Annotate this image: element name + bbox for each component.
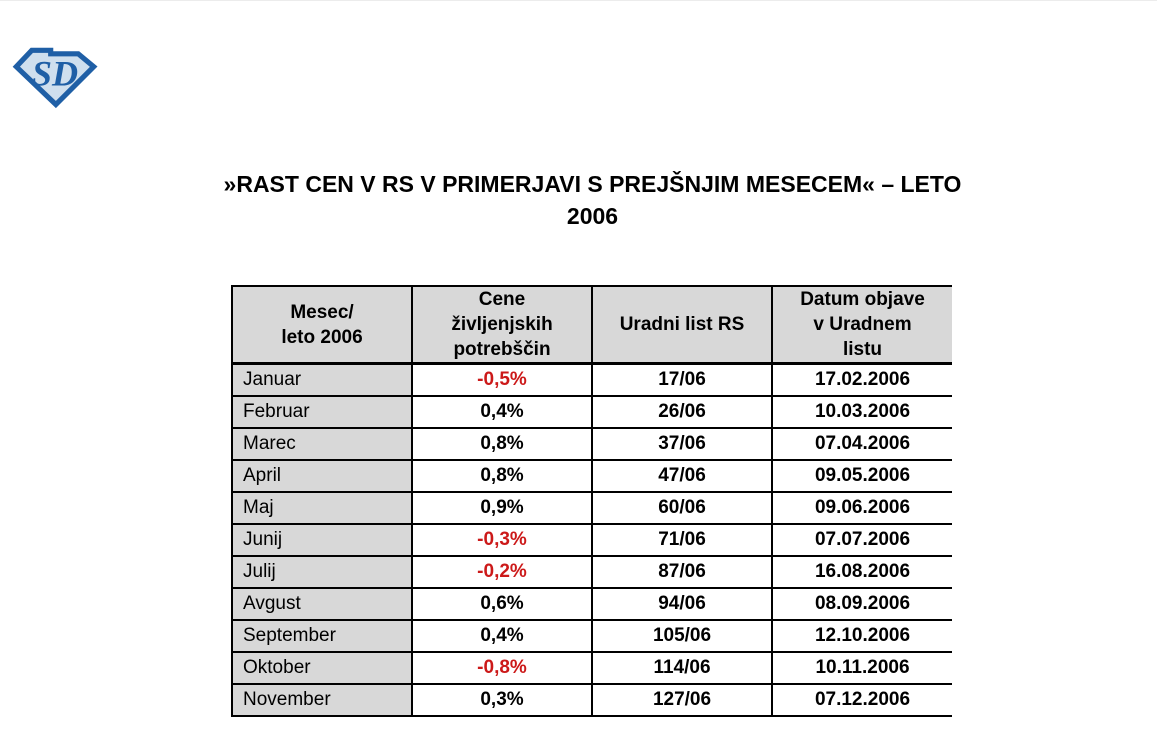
gazette-cell: 87/06 xyxy=(592,555,773,589)
date-cell: 10.03.2006 xyxy=(772,395,952,429)
page-title-line2: 2006 xyxy=(566,203,619,229)
price-cell: 0,8% xyxy=(412,427,593,461)
gazette-cell: 94/06 xyxy=(592,587,773,621)
date-cell: 07.07.2006 xyxy=(772,523,952,557)
price-cell: 0,9% xyxy=(412,491,593,525)
date-cell: 09.05.2006 xyxy=(772,459,952,493)
table-row: Oktober -0,8% 114/06 10.11.2006 xyxy=(232,651,952,685)
month-cell: Maj xyxy=(232,491,413,525)
price-cell: -0,3% xyxy=(412,523,593,557)
month-cell: Avgust xyxy=(232,587,413,621)
price-cell: 0,4% xyxy=(412,395,593,429)
table-body: Januar -0,5% 17/06 17.02.2006 Februar 0,… xyxy=(232,363,952,717)
sd-party-logo: SD xyxy=(12,45,98,109)
table-row: Maj 0,9% 60/06 09.06.2006 xyxy=(232,491,952,525)
table-header: Mesec/ leto 2006 Cene življenjskih potre… xyxy=(232,286,952,365)
month-cell: Februar xyxy=(232,395,413,429)
table-row: Junij -0,3% 71/06 07.07.2006 xyxy=(232,523,952,557)
price-cell: 0,8% xyxy=(412,459,593,493)
month-cell: Julij xyxy=(232,555,413,589)
month-cell: September xyxy=(232,619,413,653)
price-cell: 0,4% xyxy=(412,619,593,653)
header-mesec: Mesec/ leto 2006 xyxy=(232,286,413,365)
sd-shield-icon: SD xyxy=(12,47,98,109)
table-row: Januar -0,5% 17/06 17.02.2006 xyxy=(232,363,952,397)
gazette-cell: 114/06 xyxy=(592,651,773,685)
date-cell: 17.02.2006 xyxy=(772,363,952,397)
date-cell: 08.09.2006 xyxy=(772,587,952,621)
table-row: November 0,3% 127/06 07.12.2006 xyxy=(232,683,952,717)
header-cene: Cene življenjskih potrebščin xyxy=(412,286,593,365)
month-cell: April xyxy=(232,459,413,493)
date-cell: 07.04.2006 xyxy=(772,427,952,461)
month-cell: November xyxy=(232,683,413,717)
gazette-cell: 60/06 xyxy=(592,491,773,525)
gazette-cell: 47/06 xyxy=(592,459,773,493)
price-growth-table: Mesec/ leto 2006 Cene življenjskih potre… xyxy=(231,285,952,717)
month-cell: Januar xyxy=(232,363,413,397)
month-cell: Junij xyxy=(232,523,413,557)
date-cell: 07.12.2006 xyxy=(772,683,952,717)
date-cell: 12.10.2006 xyxy=(772,619,952,653)
gazette-cell: 17/06 xyxy=(592,363,773,397)
price-cell: 0,3% xyxy=(412,683,593,717)
date-cell: 10.11.2006 xyxy=(772,651,952,685)
page-title: »RAST CEN V RS V PRIMERJAVI S PREJŠNJIM … xyxy=(100,168,1085,232)
table-row: Julij -0,2% 87/06 16.08.2006 xyxy=(232,555,952,589)
price-cell: -0,2% xyxy=(412,555,593,589)
gazette-cell: 105/06 xyxy=(592,619,773,653)
table-row: September 0,4% 105/06 12.10.2006 xyxy=(232,619,952,653)
date-cell: 16.08.2006 xyxy=(772,555,952,589)
table-row: April 0,8% 47/06 09.05.2006 xyxy=(232,459,952,493)
header-datum-objave: Datum objave v Uradnem listu xyxy=(772,286,952,365)
gazette-cell: 71/06 xyxy=(592,523,773,557)
table-row: Avgust 0,6% 94/06 08.09.2006 xyxy=(232,587,952,621)
month-cell: Marec xyxy=(232,427,413,461)
logo-letters: SD xyxy=(32,54,78,94)
gazette-cell: 26/06 xyxy=(592,395,773,429)
table-row: Februar 0,4% 26/06 10.03.2006 xyxy=(232,395,952,429)
header-row: Mesec/ leto 2006 Cene življenjskih potre… xyxy=(232,286,952,365)
price-cell: 0,6% xyxy=(412,587,593,621)
date-cell: 09.06.2006 xyxy=(772,491,952,525)
price-cell: -0,8% xyxy=(412,651,593,685)
page-title-line1: »RAST CEN V RS V PRIMERJAVI S PREJŠNJIM … xyxy=(223,171,962,197)
shield-shape xyxy=(12,47,98,109)
table-row: Marec 0,8% 37/06 07.04.2006 xyxy=(232,427,952,461)
price-cell: -0,5% xyxy=(412,363,593,397)
header-uradni-list: Uradni list RS xyxy=(592,286,773,365)
gazette-cell: 127/06 xyxy=(592,683,773,717)
gazette-cell: 37/06 xyxy=(592,427,773,461)
month-cell: Oktober xyxy=(232,651,413,685)
